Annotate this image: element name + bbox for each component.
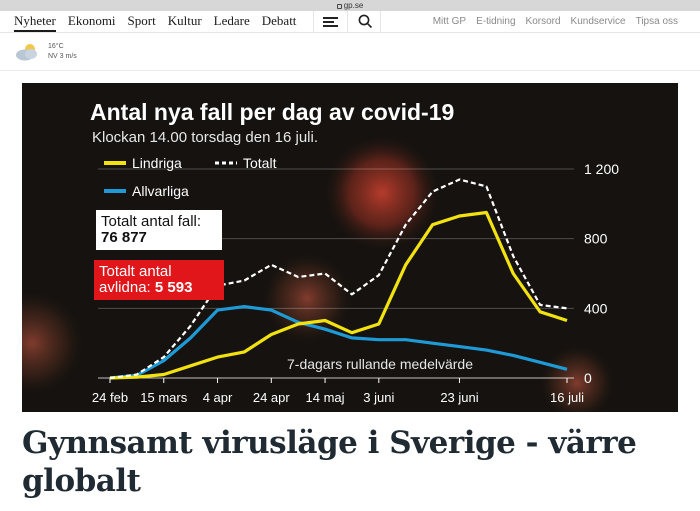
nav-link-tipsa-oss[interactable]: Tipsa oss bbox=[635, 16, 678, 27]
browser-url-bar[interactable]: gp.se bbox=[0, 0, 700, 11]
lock-icon bbox=[336, 4, 342, 9]
y-tick-label: 0 bbox=[584, 370, 592, 386]
search-icon bbox=[358, 14, 373, 29]
chart-annotation: 7-dagars rullande medelvärde bbox=[287, 356, 473, 372]
x-tick-label: 23 juni bbox=[440, 390, 478, 405]
virus-decoration bbox=[537, 343, 617, 412]
legend-label-totalt: Totalt bbox=[243, 155, 277, 171]
series-line-totalt bbox=[109, 178, 568, 380]
x-tick-label: 24 feb bbox=[92, 390, 128, 405]
virus-decoration bbox=[259, 250, 355, 346]
nav-link-kundservice[interactable]: Kundservice bbox=[570, 16, 626, 27]
chart-legend: Lindriga Totalt Allvarliga bbox=[104, 155, 277, 199]
url-text: gp.se bbox=[343, 1, 364, 10]
x-tick-label: 4 apr bbox=[203, 390, 233, 405]
weather-temperature: 16°C bbox=[48, 43, 64, 50]
nav-item-nyheter[interactable]: Nyheter bbox=[14, 13, 56, 32]
chart-canvas: Antal nya fall per dag av covid-19 Klock… bbox=[22, 99, 619, 412]
top-navigation: Nyheter Ekonomi Sport Kultur Ledare Deba… bbox=[0, 11, 700, 33]
utility-nav: Mitt GP E-tidning Korsord Kundservice Ti… bbox=[433, 16, 678, 27]
weather-wind: NV 3 m/s bbox=[48, 53, 77, 60]
total-cases-box: Totalt antal fall: 76 877 bbox=[96, 210, 222, 250]
legend-label-allvarliga: Allvarliga bbox=[132, 183, 189, 199]
hamburger-menu-icon bbox=[323, 16, 338, 27]
series-line-allvarliga bbox=[109, 305, 568, 380]
menu-button[interactable] bbox=[313, 11, 347, 33]
x-tick-label: 16 juli bbox=[550, 390, 584, 405]
legend-label-lindriga: Lindriga bbox=[132, 155, 182, 171]
total-deaths-value: 5 593 bbox=[154, 279, 193, 296]
total-deaths-box: Totalt antal avlidna: 5 593 bbox=[94, 260, 224, 300]
total-deaths-label: Totalt antal avlidna: bbox=[99, 263, 172, 296]
x-tick-label: 14 maj bbox=[306, 390, 345, 405]
y-tick-label: 400 bbox=[584, 300, 608, 316]
virus-decoration bbox=[322, 133, 442, 253]
header-divider bbox=[0, 70, 700, 71]
nav-link-e-tidning[interactable]: E-tidning bbox=[476, 16, 516, 27]
nav-item-kultur[interactable]: Kultur bbox=[167, 13, 202, 28]
y-tick-label: 1 200 bbox=[584, 161, 619, 177]
total-cases-value: 76 877 bbox=[101, 229, 147, 246]
nav-item-ledare[interactable]: Ledare bbox=[213, 13, 250, 28]
nav-link-mitt-gp[interactable]: Mitt GP bbox=[432, 16, 467, 27]
search-button[interactable] bbox=[347, 11, 381, 33]
chart-subtitle: Klockan 14.00 torsdag den 16 juli. bbox=[92, 129, 318, 146]
x-tick-label: 3 juni bbox=[363, 390, 394, 405]
article-headline[interactable]: Gynnsamt virusläge i Sverige - värre glo… bbox=[22, 425, 637, 499]
x-tick-label: 24 apr bbox=[253, 390, 291, 405]
nav-link-korsord[interactable]: Korsord bbox=[525, 16, 561, 27]
y-tick-label: 800 bbox=[584, 231, 608, 247]
section-nav: Nyheter Ekonomi Sport Kultur Ledare Deba… bbox=[14, 13, 296, 32]
nav-item-ekonomi[interactable]: Ekonomi bbox=[67, 13, 116, 28]
nav-item-debatt[interactable]: Debatt bbox=[261, 13, 297, 28]
series-line-lindriga bbox=[109, 210, 568, 380]
chart-title: Antal nya fall per dag av covid-19 bbox=[90, 99, 454, 125]
total-cases-label: Totalt antal fall: bbox=[101, 213, 202, 230]
covid-chart[interactable]: Antal nya fall per dag av covid-19 Klock… bbox=[22, 83, 678, 412]
nav-item-sport[interactable]: Sport bbox=[127, 13, 156, 28]
x-tick-label: 15 mars bbox=[140, 390, 187, 405]
virus-decoration bbox=[22, 288, 87, 398]
partly-cloudy-icon bbox=[16, 44, 37, 61]
